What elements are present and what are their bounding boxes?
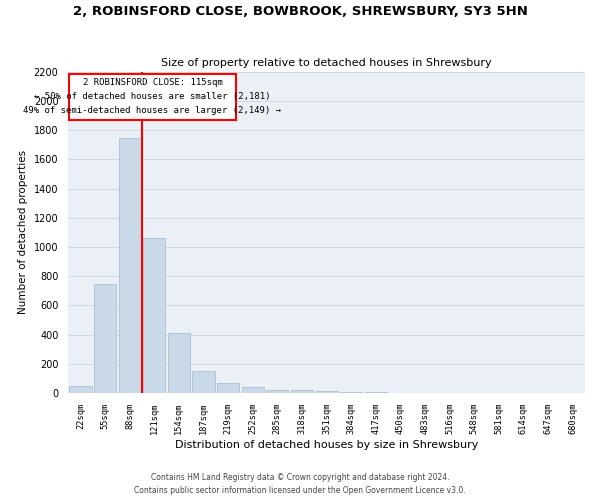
Text: 2, ROBINSFORD CLOSE, BOWBROOK, SHREWSBURY, SY3 5HN: 2, ROBINSFORD CLOSE, BOWBROOK, SHREWSBUR…	[73, 5, 527, 18]
Text: Contains HM Land Registry data © Crown copyright and database right 2024.
Contai: Contains HM Land Registry data © Crown c…	[134, 474, 466, 495]
Bar	[193, 370, 215, 393]
Bar	[291, 390, 313, 393]
Bar	[316, 391, 338, 393]
Y-axis label: Number of detached properties: Number of detached properties	[18, 150, 28, 314]
Bar	[70, 386, 92, 393]
Bar	[340, 392, 362, 393]
Bar	[365, 392, 387, 393]
Text: 49% of semi-detached houses are larger (2,149) →: 49% of semi-detached houses are larger (…	[23, 106, 281, 115]
Bar	[119, 138, 141, 393]
Text: ← 50% of detached houses are smaller (2,181): ← 50% of detached houses are smaller (2,…	[34, 92, 271, 102]
Bar	[266, 390, 289, 393]
Bar	[143, 238, 166, 393]
FancyBboxPatch shape	[70, 74, 236, 120]
Title: Size of property relative to detached houses in Shrewsbury: Size of property relative to detached ho…	[161, 58, 492, 68]
X-axis label: Distribution of detached houses by size in Shrewsbury: Distribution of detached houses by size …	[175, 440, 478, 450]
Bar	[168, 332, 190, 393]
Bar	[242, 388, 264, 393]
Text: 2 ROBINSFORD CLOSE: 115sqm: 2 ROBINSFORD CLOSE: 115sqm	[83, 78, 223, 88]
Bar	[94, 284, 116, 393]
Bar	[217, 383, 239, 393]
